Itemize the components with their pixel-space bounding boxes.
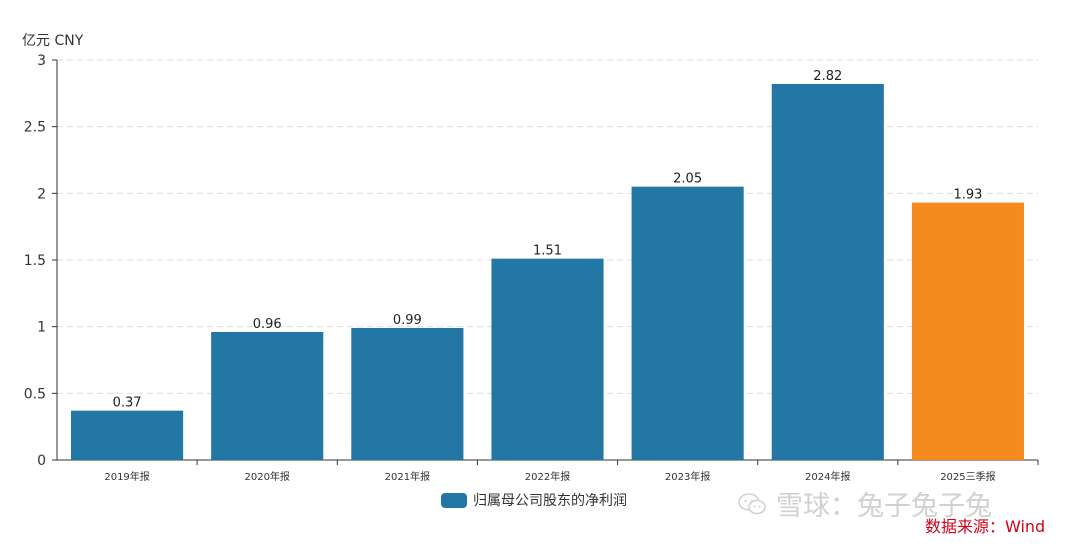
bar bbox=[631, 186, 744, 460]
x-tick-label: 2021年报 bbox=[385, 470, 430, 483]
data-label: 2.05 bbox=[673, 172, 702, 187]
y-tick-label: 2.5 bbox=[24, 120, 46, 136]
y-tick-label: 0.5 bbox=[24, 386, 46, 402]
legend-swatch bbox=[441, 492, 467, 508]
x-tick-label: 2024年报 bbox=[805, 470, 850, 483]
data-label: 0.96 bbox=[253, 317, 282, 332]
data-label: 1.93 bbox=[953, 188, 982, 203]
y-tick-label: 0 bbox=[37, 453, 46, 469]
x-tick-label: 2019年报 bbox=[104, 470, 149, 483]
data-label: 1.51 bbox=[533, 244, 562, 259]
y-tick-label: 2 bbox=[37, 186, 46, 202]
bar bbox=[351, 328, 464, 460]
legend: 归属母公司股东的净利润 bbox=[441, 490, 627, 510]
bar bbox=[491, 258, 604, 460]
legend-label: 归属母公司股东的净利润 bbox=[473, 493, 627, 509]
data-source-label: 数据来源：Wind bbox=[925, 517, 1046, 536]
data-label: 0.99 bbox=[393, 313, 422, 328]
x-tick-label: 2023年报 bbox=[665, 470, 710, 483]
bar bbox=[911, 202, 1024, 460]
watermark-text: 雪球：兔子兔子兔 bbox=[776, 491, 992, 522]
bar bbox=[211, 332, 324, 460]
y-tick-label: 3 bbox=[37, 53, 46, 69]
data-label: 0.37 bbox=[113, 396, 142, 411]
data-label: 2.82 bbox=[813, 69, 842, 84]
y-axis-unit-label: 亿元 CNY bbox=[22, 33, 84, 49]
x-tick-label: 2020年报 bbox=[244, 470, 289, 483]
y-tick-label: 1.5 bbox=[24, 253, 46, 269]
x-tick-label: 2025三季报 bbox=[940, 470, 995, 483]
bar bbox=[771, 84, 884, 460]
watermark: 雪球：兔子兔子兔 bbox=[738, 484, 992, 523]
bar bbox=[71, 410, 184, 460]
wechat-icon bbox=[738, 492, 766, 514]
x-tick-label: 2022年报 bbox=[525, 470, 570, 483]
y-tick-label: 1 bbox=[37, 320, 46, 336]
